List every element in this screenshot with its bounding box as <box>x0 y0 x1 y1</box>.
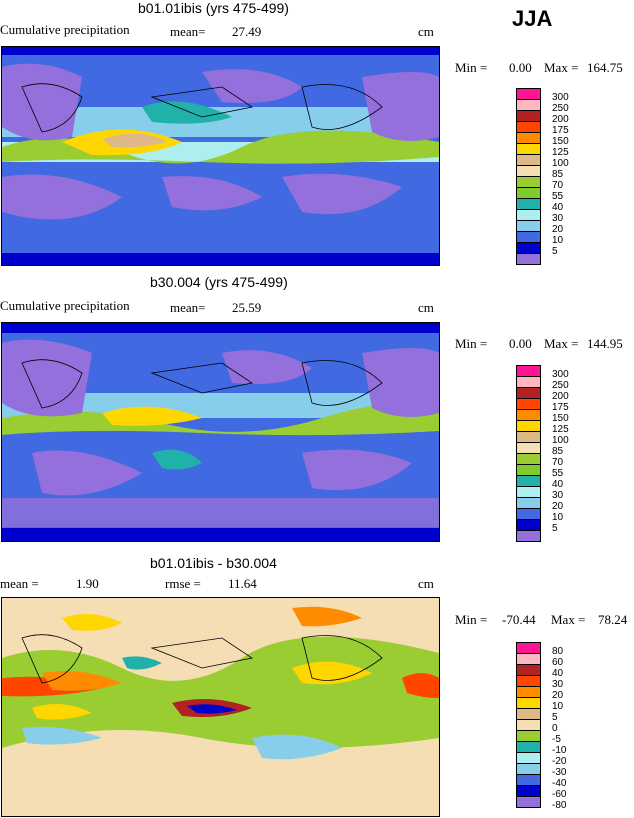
panel1-colorbar-label: 5 <box>552 246 558 257</box>
panel1-variable-label: Cumulative precipitation <box>0 22 130 37</box>
panel1-max-value: 164.75 <box>587 60 623 75</box>
panel3-colorbar-label: -80 <box>552 800 567 811</box>
panel3-title: b01.01ibis - b30.004 <box>150 555 277 571</box>
panel3-rmse-label: rmse = <box>165 576 201 591</box>
panel3-colorbar-label: 20 <box>552 690 564 701</box>
panel3-colorbar-label: -10 <box>552 745 567 756</box>
panel1-colorbar-label: 150 <box>552 136 569 147</box>
panel2-precip-map <box>1 322 440 542</box>
panel1-min-label: Min = <box>455 60 488 75</box>
panel3-colorbar-label: 5 <box>552 712 558 723</box>
panel3-mean-value: 1.90 <box>76 576 99 591</box>
panel3-colorbar-label: -60 <box>552 789 567 800</box>
panel1-colorbar-label: 55 <box>552 191 564 202</box>
panel1-colorbar-label: 100 <box>552 158 569 169</box>
panel1-colorbar-label: 30 <box>552 213 564 224</box>
panel1-colorbar-label: 70 <box>552 180 564 191</box>
panel1-title: b01.01ibis (yrs 475-499) <box>138 0 289 16</box>
panel2-title: b30.004 (yrs 475-499) <box>150 274 288 290</box>
panel3-colorbar-label: 0 <box>552 723 558 734</box>
panel2-colorbar-label: 150 <box>552 413 569 424</box>
panel2-colorbar-label: 40 <box>552 479 564 490</box>
panel3-min-value: -70.44 <box>502 612 536 627</box>
panel1-min-value: 0.00 <box>509 60 532 75</box>
panel3-colorbar-label: 10 <box>552 701 564 712</box>
panel2-colorbar-label: 55 <box>552 468 564 479</box>
panel2-min-label: Min = <box>455 336 488 351</box>
panel1-unit: cm <box>418 24 434 39</box>
panel2-max-value: 144.95 <box>587 336 623 351</box>
panel3-unit: cm <box>418 576 434 591</box>
panel3-min-label: Min = <box>455 612 488 627</box>
panel1-colorbar-label: 85 <box>552 169 564 180</box>
panel2-colorbar-label: 175 <box>552 402 569 413</box>
panel2-colorbar-label: 200 <box>552 391 569 402</box>
panel1-mean-label: mean= <box>170 24 206 39</box>
season-label: JJA <box>512 6 553 31</box>
panel3-colorbar-label: 80 <box>552 646 564 657</box>
panel3-mean-label: mean = <box>0 576 39 591</box>
panel2-mean-value: 25.59 <box>232 300 262 315</box>
panel3-max-label: Max = <box>551 612 586 627</box>
panel2-min-value: 0.00 <box>509 336 532 351</box>
panel1-colorbar-label: 300 <box>552 92 569 103</box>
panel1-colorbar-label: 200 <box>552 114 569 125</box>
panel2-unit: cm <box>418 300 434 315</box>
panel2-colorbar-label: 10 <box>552 512 564 523</box>
panel2-colorbar-label: 125 <box>552 424 569 435</box>
panel1-precip-map <box>1 46 440 266</box>
panel3-max-value: 78.24 <box>598 612 628 627</box>
panel3-colorbar-label: 30 <box>552 679 564 690</box>
panel2-variable-label: Cumulative precipitation <box>0 298 130 313</box>
panel1-colorbar-label: 175 <box>552 125 569 136</box>
panel2-colorbar-swatch-16 <box>516 530 541 542</box>
panel3-colorbar-label: 60 <box>552 657 564 668</box>
panel1-colorbar-label: 10 <box>552 235 564 246</box>
panel2-colorbar-label: 5 <box>552 523 558 534</box>
panel2-max-label: Max = <box>544 336 579 351</box>
panel3-colorbar-label: -30 <box>552 767 567 778</box>
panel1-mean-value: 27.49 <box>232 24 262 39</box>
panel2-colorbar-label: 70 <box>552 457 564 468</box>
panel1-colorbar-label: 125 <box>552 147 569 158</box>
panel3-colorbar-label: 40 <box>552 668 564 679</box>
panel3-difference-map <box>1 597 440 817</box>
panel3-colorbar-label: -5 <box>552 734 561 745</box>
panel1-colorbar-label: 40 <box>552 202 564 213</box>
panel1-colorbar-label: 250 <box>552 103 569 114</box>
panel2-colorbar-label: 30 <box>552 490 564 501</box>
panel2-colorbar-label: 85 <box>552 446 564 457</box>
panel3-colorbar-label: -40 <box>552 778 567 789</box>
panel2-colorbar-label: 100 <box>552 435 569 446</box>
panel2-colorbar-label: 300 <box>552 369 569 380</box>
panel3-colorbar-label: -20 <box>552 756 567 767</box>
panel1-colorbar-label: 20 <box>552 224 564 235</box>
panel1-max-label: Max = <box>544 60 579 75</box>
panel2-colorbar-label: 20 <box>552 501 564 512</box>
panel2-colorbar-label: 250 <box>552 380 569 391</box>
panel2-mean-label: mean= <box>170 300 206 315</box>
panel3-colorbar-swatch-15 <box>516 796 541 808</box>
panel1-colorbar-swatch-16 <box>516 253 541 265</box>
panel3-rmse-value: 11.64 <box>228 576 257 591</box>
